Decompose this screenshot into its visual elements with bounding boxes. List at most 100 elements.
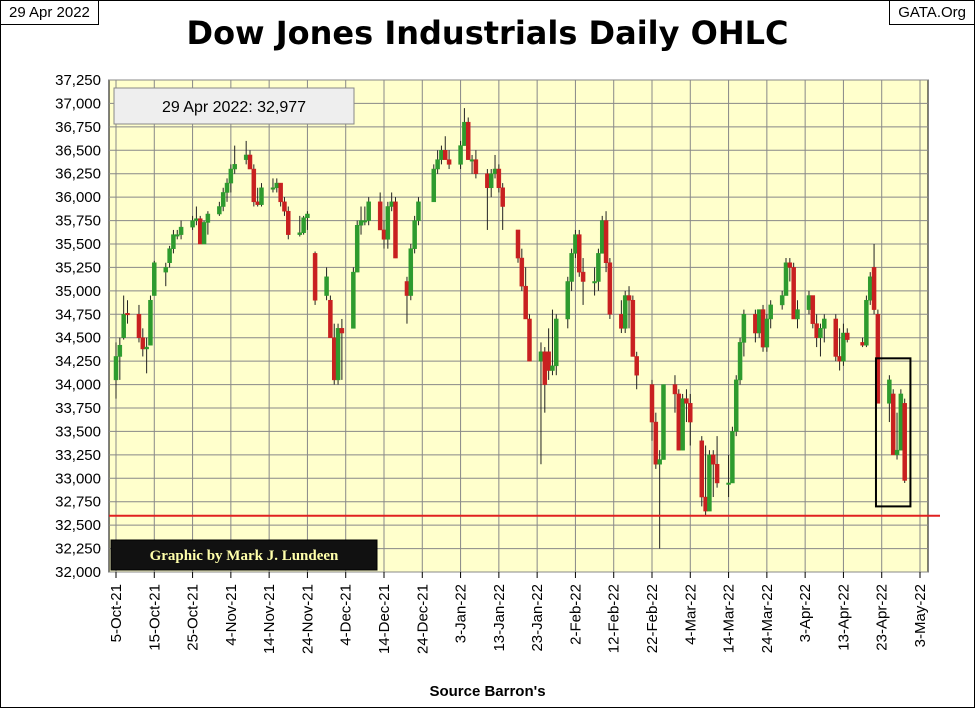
ohlc-candle [864,295,869,348]
ohlc-candle [113,342,119,399]
ohlc-candle [634,351,639,390]
y-axis-ticks: 32,000 32,250 32,500 32,750 33,000 33,250 33,5… [55,72,101,581]
ohlc-candle [247,150,253,170]
ohlc-candle [822,314,827,343]
ohlc-candle [841,323,846,366]
ohlc-candle [117,337,123,380]
ohlc-candle [653,412,659,469]
ohlc-candle [768,300,773,329]
ohlc-candle [649,379,655,441]
x-tick-label: 14-Nov-21 [261,584,278,654]
y-tick-label: 36,500 [55,142,101,159]
ohlc-candle [783,258,789,296]
ohlc-candle [730,426,735,484]
ohlc-candle [699,436,705,507]
annotation-box: 29 Apr 2022: 32,977 [113,87,355,125]
y-tick-label: 35,750 [55,213,101,230]
ohlc-candle [251,164,257,207]
ohlc-candle [661,384,666,460]
ohlc-candle [125,300,130,324]
ohlc-candle [458,140,463,170]
ohlc-candle [443,136,448,160]
ohlc-candle [197,215,203,245]
y-tick-label: 34,750 [55,306,101,323]
ohlc-candle [596,248,601,291]
ohlc-candle [622,290,628,334]
ohlc-candle [175,229,180,240]
ohlc-candle [305,211,310,230]
ohlc-candle [676,389,682,451]
ohlc-candle [580,258,586,305]
ohlc-candle [519,248,525,291]
ohlc-candle [488,169,494,198]
y-tick-label: 32,250 [55,541,101,558]
y-tick-label: 33,000 [55,470,101,487]
y-tick-label: 35,250 [55,259,101,276]
ohlc-candle [845,328,850,343]
ohlc-candle [446,150,452,170]
date-label: 29 Apr 2022 [0,0,99,25]
x-tick-label: 4-Mar-22 [682,584,699,645]
ohlc-candle [657,450,662,549]
x-axis-ticks: 5-Oct-21 15-Oct-21 25-Oct-21 4-Nov-21 14-Nov… [108,572,929,654]
ohlc-candle [810,295,816,329]
ohlc-candle [377,192,383,231]
ohlc-candle [711,450,716,498]
x-tick-label: 15-Oct-21 [146,584,163,651]
ohlc-candle [301,215,306,235]
ohlc-candle [894,412,900,460]
ohlc-candle [680,393,685,451]
ohlc-candle [286,206,291,240]
y-tick-label: 36,250 [55,166,101,183]
ohlc-candle [779,290,785,310]
ohlc-candle [312,251,318,305]
x-tick-label: 23-Apr-22 [874,584,891,651]
ohlc-candle [887,375,892,423]
ohlc-candle [672,375,678,413]
x-tick-label: 12-Feb-22 [606,584,623,653]
credit-text: Graphic by Mark J. Lundeen [150,548,339,564]
y-tick-label: 37,000 [55,95,101,112]
ohlc-candle [140,328,146,357]
ohlc-candle [714,436,720,488]
ohlc-candle [178,220,184,240]
ohlc-candle [630,295,636,357]
ohlc-candle [217,201,222,216]
ohlc-candle [220,187,226,212]
ohlc-candle [278,182,283,207]
ohlc-candle [592,267,597,296]
ohlc-candle [136,304,142,343]
ohlc-candle [791,262,796,320]
ohlc-candle [626,286,632,329]
ohlc-candle [496,164,502,193]
ohlc-candle [435,150,440,174]
y-tick-label: 35,500 [55,236,101,253]
ohlc-candle [546,328,551,380]
ohlc-candle [833,314,839,362]
ohlc-candle [190,215,195,230]
ohlc-candle [726,454,731,498]
ohlc-candle [385,201,391,249]
x-tick-label: 24-Dec-21 [414,584,431,654]
ohlc-candle [167,245,172,268]
x-tick-label: 3-May-22 [912,584,929,647]
credit-box: Graphic by Mark J. Lundeen [110,539,378,571]
ohlc-candle [282,197,287,216]
x-tick-label: 22-Feb-22 [644,584,661,653]
y-tick-label: 32,500 [55,517,101,534]
ohlc-candle [416,197,421,226]
ohlc-candle [366,197,371,226]
y-tick-label: 36,750 [55,119,101,136]
ohlc-candle [787,258,793,282]
ohlc-candle [121,295,126,340]
ohlc-candle [527,314,532,362]
ohlc-candle [577,229,582,277]
ohlc-candle [688,393,693,446]
ohlc-candle [737,337,743,385]
ohlc-candle [603,211,609,273]
y-tick-label: 36,000 [55,189,101,206]
site-label: GATA.Org [889,0,975,25]
y-tick-label: 34,250 [55,353,101,370]
ohlc-candle [351,267,356,329]
ohlc-candle [465,117,471,160]
